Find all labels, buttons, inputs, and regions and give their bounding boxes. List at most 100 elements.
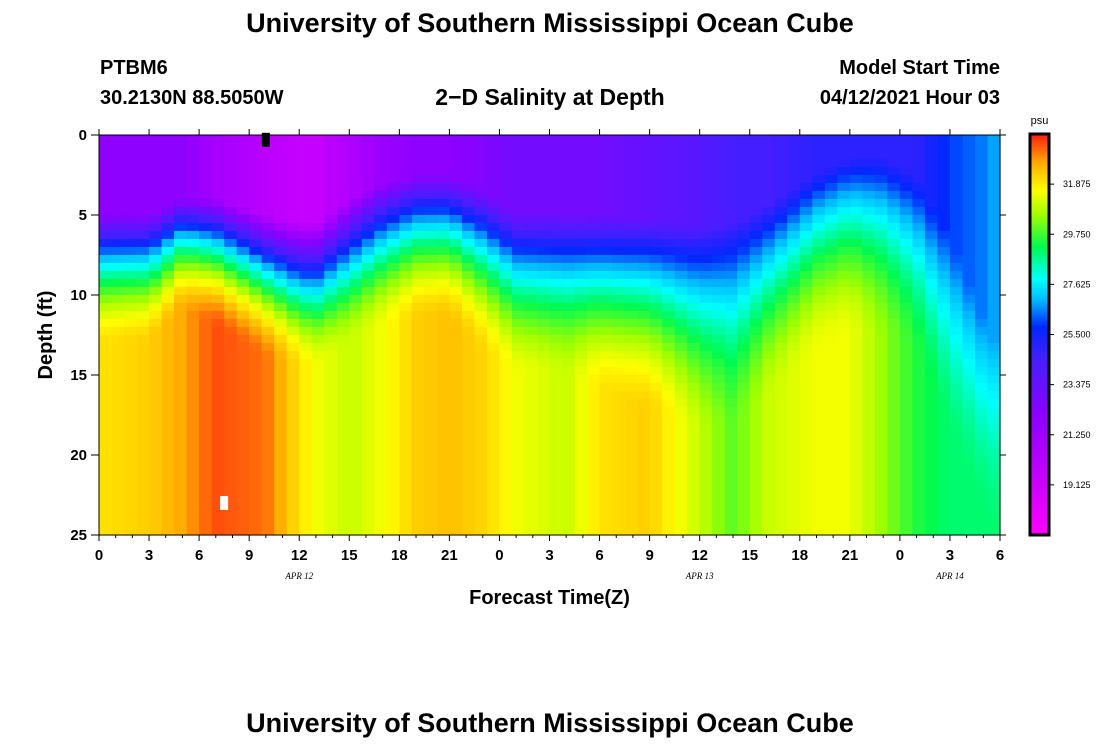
- heatmap-cell: [887, 439, 901, 448]
- heatmap-cell: [599, 447, 613, 456]
- heatmap-cell: [599, 511, 613, 520]
- heatmap-cell: [849, 415, 863, 424]
- heatmap-cell: [849, 359, 863, 368]
- heatmap-cell: [974, 263, 989, 272]
- heatmap-cell: [511, 191, 526, 200]
- heatmap-cell: [249, 167, 263, 176]
- heatmap-cell: [824, 447, 838, 456]
- heatmap-cell: [824, 303, 838, 312]
- heatmap-cell: [149, 463, 163, 472]
- heatmap-cell: [149, 343, 163, 352]
- colorbar-swatch: [1030, 164, 1049, 168]
- heatmap-cell: [974, 255, 989, 264]
- heatmap-cell: [987, 255, 1001, 264]
- heatmap-cell: [974, 431, 989, 440]
- heatmap-cell: [724, 327, 738, 336]
- heatmap-cell: [474, 335, 488, 344]
- heatmap-cell: [699, 367, 713, 376]
- heatmap-cell: [562, 527, 576, 536]
- heatmap-cell: [499, 511, 513, 520]
- heatmap-cell: [699, 295, 713, 304]
- heatmap-cell: [574, 175, 588, 184]
- heatmap-cell: [599, 399, 613, 408]
- heatmap-cell: [211, 207, 225, 216]
- heatmap-cell: [637, 239, 651, 248]
- heatmap-cell: [549, 151, 563, 160]
- heatmap-cell: [99, 287, 113, 296]
- colorbar-swatch: [1030, 138, 1049, 142]
- heatmap-cell: [236, 391, 250, 400]
- heatmap-cell: [511, 359, 526, 368]
- heatmap-cell: [136, 495, 150, 504]
- heatmap-cell: [887, 191, 901, 200]
- heatmap-cell: [987, 383, 1001, 392]
- heatmap-cell: [687, 479, 701, 488]
- heatmap-markers: [220, 132, 270, 510]
- heatmap-cell: [787, 431, 801, 440]
- heatmap-cell: [411, 479, 425, 488]
- heatmap-cell: [849, 407, 863, 416]
- heatmap-cell: [549, 295, 563, 304]
- heatmap-cell: [862, 359, 876, 368]
- heatmap-cell: [862, 167, 876, 176]
- heatmap-cell: [574, 191, 588, 200]
- heatmap-cell: [762, 527, 776, 536]
- heatmap-cell: [874, 239, 888, 248]
- heatmap-cell: [449, 439, 463, 448]
- heatmap-cell: [124, 327, 138, 336]
- heatmap-cell: [486, 327, 501, 336]
- heatmap-cell: [311, 423, 325, 432]
- heatmap-cell: [349, 455, 363, 464]
- heatmap-cell: [411, 199, 425, 208]
- heatmap-cell: [712, 439, 726, 448]
- heatmap-cell: [637, 231, 651, 240]
- heatmap-cell: [599, 335, 613, 344]
- heatmap-cell: [762, 319, 776, 328]
- heatmap-cell: [549, 311, 563, 320]
- heatmap-cell: [374, 343, 388, 352]
- heatmap-cell: [174, 191, 188, 200]
- heatmap-cell: [824, 191, 838, 200]
- heatmap-cell: [737, 191, 751, 200]
- heatmap-cell: [887, 359, 901, 368]
- colorbar-swatch: [1030, 440, 1049, 444]
- heatmap-cell: [987, 423, 1001, 432]
- colorbar-swatch: [1030, 214, 1049, 218]
- heatmap-cell: [724, 279, 738, 288]
- heatmap-cell: [274, 415, 288, 424]
- heatmap-cell: [474, 151, 488, 160]
- heatmap-cell: [924, 407, 939, 416]
- heatmap-cell: [499, 263, 513, 272]
- x-tick-label: 12: [291, 547, 308, 564]
- heatmap-cell: [949, 391, 964, 400]
- heatmap-cell: [424, 175, 438, 184]
- heatmap-cell: [874, 247, 888, 256]
- colorbar-swatch: [1030, 376, 1049, 380]
- heatmap-cell: [349, 159, 363, 168]
- heatmap-cell: [924, 335, 939, 344]
- heatmap-cell: [399, 343, 413, 352]
- heatmap-cell: [687, 239, 701, 248]
- heatmap-cell: [912, 247, 926, 256]
- heatmap-cell: [411, 135, 425, 144]
- heatmap-cell: [637, 439, 651, 448]
- heatmap-cell: [361, 215, 375, 224]
- heatmap-cell: [837, 503, 851, 512]
- heatmap-cell: [486, 487, 501, 496]
- heatmap-cell: [599, 143, 613, 152]
- heatmap-cell: [574, 391, 588, 400]
- heatmap-cell: [724, 367, 738, 376]
- heatmap-cell: [474, 463, 488, 472]
- heatmap-cell: [824, 343, 838, 352]
- heatmap-cell: [574, 439, 588, 448]
- heatmap-cell: [649, 343, 663, 352]
- heatmap-cell: [874, 159, 888, 168]
- heatmap-cell: [124, 431, 138, 440]
- heatmap-cell: [687, 431, 701, 440]
- heatmap-cell: [549, 391, 563, 400]
- heatmap-cell: [612, 519, 626, 528]
- heatmap-cell: [99, 431, 113, 440]
- heatmap-cell: [236, 383, 250, 392]
- heatmap-cell: [136, 199, 150, 208]
- colorbar-swatch: [1030, 450, 1049, 454]
